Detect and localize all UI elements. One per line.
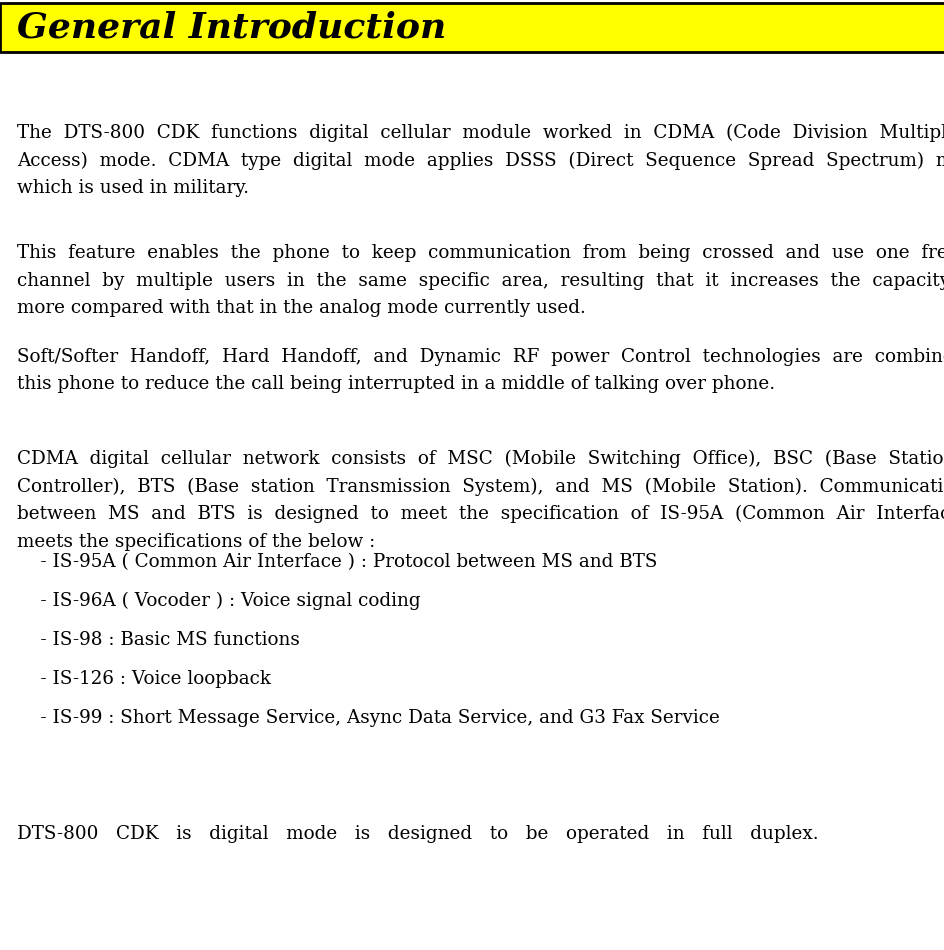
Text: Soft/Softer  Handoff,  Hard  Handoff,  and  Dynamic  RF  power  Control  technol: Soft/Softer Handoff, Hard Handoff, and D… bbox=[17, 348, 944, 393]
Bar bbox=[0, 3, 944, 52]
Text: CDMA  digital  cellular  network  consists  of  MSC  (Mobile  Switching  Office): CDMA digital cellular network consists o… bbox=[17, 449, 944, 551]
Text: - IS-99 : Short Message Service, Async Data Service, and G3 Fax Service: - IS-99 : Short Message Service, Async D… bbox=[17, 709, 719, 727]
Text: DTS-800   CDK   is   digital   mode   is   designed   to   be   operated   in   : DTS-800 CDK is digital mode is designed … bbox=[17, 825, 818, 843]
Text: General Introduction: General Introduction bbox=[17, 10, 446, 44]
Text: - IS-126 : Voice loopback: - IS-126 : Voice loopback bbox=[17, 670, 271, 688]
Text: - IS-96A ( Vocoder ) : Voice signal coding: - IS-96A ( Vocoder ) : Voice signal codi… bbox=[17, 592, 420, 610]
Text: This  feature  enables  the  phone  to  keep  communication  from  being  crosse: This feature enables the phone to keep c… bbox=[17, 244, 944, 317]
Text: - IS-98 : Basic MS functions: - IS-98 : Basic MS functions bbox=[17, 631, 299, 649]
Text: The  DTS-800  CDK  functions  digital  cellular  module  worked  in  CDMA  (Code: The DTS-800 CDK functions digital cellul… bbox=[17, 124, 944, 198]
Text: - IS-95A ( Common Air Interface ) : Protocol between MS and BTS: - IS-95A ( Common Air Interface ) : Prot… bbox=[17, 553, 657, 571]
